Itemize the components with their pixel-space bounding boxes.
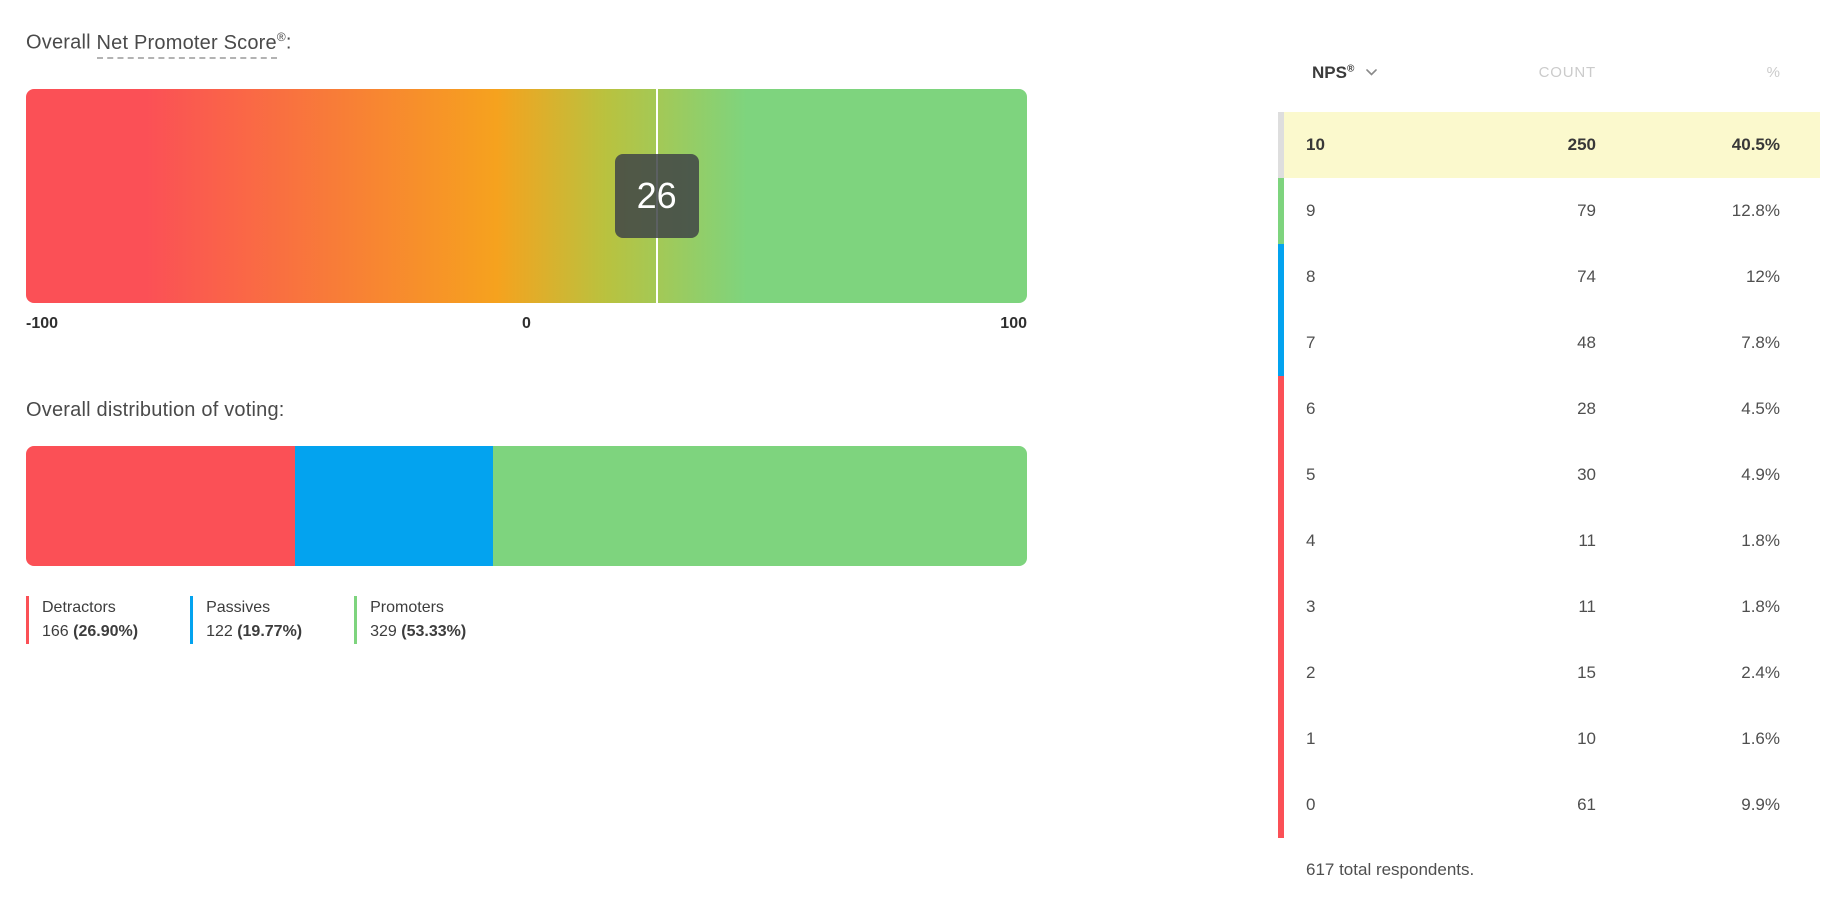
nps-title-tooltip-term[interactable]: Net Promoter Score xyxy=(96,31,277,59)
row-category-strip xyxy=(1278,640,1284,706)
row-percent: 1.6% xyxy=(1741,729,1780,748)
row-percent: 4.9% xyxy=(1741,465,1780,484)
legend-name: Passives xyxy=(206,598,271,616)
row-category-strip xyxy=(1278,442,1284,508)
row-score: 10 xyxy=(1306,135,1325,154)
row-score: 6 xyxy=(1306,399,1316,418)
row-category-strip xyxy=(1278,178,1284,244)
header-nps-sort[interactable]: NPS® xyxy=(1284,61,1406,83)
row-score: 5 xyxy=(1306,465,1316,484)
row-count: 11 xyxy=(1578,597,1596,616)
header-nps-label: NPS xyxy=(1312,63,1347,82)
row-count: 15 xyxy=(1577,663,1596,682)
row-count: 28 xyxy=(1577,399,1596,418)
gauge-axis: -100 0 100 xyxy=(26,315,1027,337)
distribution-segment-promoters xyxy=(493,445,1027,566)
table-row[interactable]: 10 250 40.5% xyxy=(1278,112,1820,178)
row-percent: 1.8% xyxy=(1741,531,1780,550)
row-count: 11 xyxy=(1578,531,1596,550)
row-count: 79 xyxy=(1577,201,1596,220)
table-row[interactable]: 4 11 1.8% xyxy=(1278,508,1820,574)
row-category-strip xyxy=(1278,508,1284,574)
row-count: 48 xyxy=(1577,333,1596,352)
row-score: 4 xyxy=(1306,531,1316,550)
table-row[interactable]: 9 79 12.8% xyxy=(1278,178,1820,244)
row-count: 74 xyxy=(1577,267,1596,286)
row-count: 30 xyxy=(1577,465,1596,484)
row-count: 250 xyxy=(1567,135,1596,154)
row-score: 2 xyxy=(1306,663,1316,682)
legend-name: Promoters xyxy=(370,598,444,616)
row-percent: 9.9% xyxy=(1741,795,1780,814)
registered-mark: ® xyxy=(276,30,286,44)
table-row[interactable]: 8 74 12% xyxy=(1278,244,1820,310)
row-percent: 12.8% xyxy=(1731,201,1780,220)
table-body: 10 250 40.5% 9 79 12.8% 8 74 12% 7 48 7.… xyxy=(1278,112,1820,838)
row-category-strip xyxy=(1278,376,1284,442)
legend-item: Passives 122 (19.77%) xyxy=(190,595,303,644)
total-respondents: 617 total respondents. xyxy=(1306,860,1475,879)
row-score: 0 xyxy=(1306,795,1316,814)
legend-item: Detractors 166 (26.90%) xyxy=(26,595,139,644)
table-row[interactable]: 2 15 2.4% xyxy=(1278,640,1820,706)
distribution-legend: Detractors 166 (26.90%) Passives 122 (19… xyxy=(26,595,1027,644)
legend-value: 329 (53.33%) xyxy=(370,622,467,640)
row-percent: 1.8% xyxy=(1741,597,1780,616)
header-percent: % xyxy=(1766,63,1780,81)
distribution-bar xyxy=(26,445,1027,566)
header-count: COUNT xyxy=(1538,63,1596,81)
distribution-segment-passives xyxy=(295,445,494,566)
row-percent: 40.5% xyxy=(1731,135,1780,154)
table-row[interactable]: 5 30 4.9% xyxy=(1278,442,1820,508)
legend-value: 166 (26.90%) xyxy=(42,622,139,640)
nps-title-colon: : xyxy=(285,31,292,54)
row-category-strip xyxy=(1278,574,1284,640)
row-category-strip xyxy=(1278,244,1284,310)
table-row[interactable]: 3 11 1.8% xyxy=(1278,574,1820,640)
legend-item: Promoters 329 (53.33%) xyxy=(354,595,467,644)
distribution-title: Overall distribution of voting: xyxy=(26,398,285,421)
row-score: 9 xyxy=(1306,201,1316,220)
nps-score-table: NPS® COUNT % 10 250 40.5% 9 79 12.8% 8 7… xyxy=(1278,50,1820,880)
row-percent: 2.4% xyxy=(1741,663,1780,682)
row-percent: 4.5% xyxy=(1741,399,1780,418)
row-percent: 7.8% xyxy=(1741,333,1780,352)
row-score: 1 xyxy=(1306,729,1316,748)
row-category-strip xyxy=(1278,310,1284,376)
chevron-down-icon xyxy=(1366,61,1377,81)
row-score: 8 xyxy=(1306,267,1316,286)
row-category-strip xyxy=(1278,112,1284,178)
table-row[interactable]: 6 28 4.5% xyxy=(1278,376,1820,442)
row-category-strip xyxy=(1278,772,1284,838)
table-row[interactable]: 7 48 7.8% xyxy=(1278,310,1820,376)
gauge-axis-mid: 0 xyxy=(522,314,531,332)
nps-overview-panel: Overall Net Promoter Score®: 26 -100 0 1… xyxy=(26,30,1027,644)
row-percent: 12% xyxy=(1745,267,1780,286)
row-category-strip xyxy=(1278,706,1284,772)
row-count: 61 xyxy=(1577,795,1596,814)
gauge-axis-min: -100 xyxy=(26,314,59,332)
nps-gauge-bar: 26 xyxy=(26,88,1027,303)
nps-title-prefix: Overall xyxy=(26,31,97,54)
gauge-score-marker: 26 xyxy=(614,153,699,238)
distribution-segment-detractors xyxy=(26,445,296,566)
gauge-axis-max: 100 xyxy=(1000,314,1027,332)
row-count: 10 xyxy=(1577,729,1596,748)
row-score: 3 xyxy=(1306,597,1316,616)
table-row[interactable]: 1 10 1.6% xyxy=(1278,706,1820,772)
row-score: 7 xyxy=(1306,333,1316,352)
legend-name: Detractors xyxy=(42,598,116,616)
table-header-row: NPS® COUNT % xyxy=(1278,50,1820,94)
table-row[interactable]: 0 61 9.9% xyxy=(1278,772,1820,838)
header-registered-mark: ® xyxy=(1346,63,1355,75)
nps-gauge-title: Overall Net Promoter Score®: xyxy=(26,30,1027,59)
legend-value: 122 (19.77%) xyxy=(206,622,303,640)
